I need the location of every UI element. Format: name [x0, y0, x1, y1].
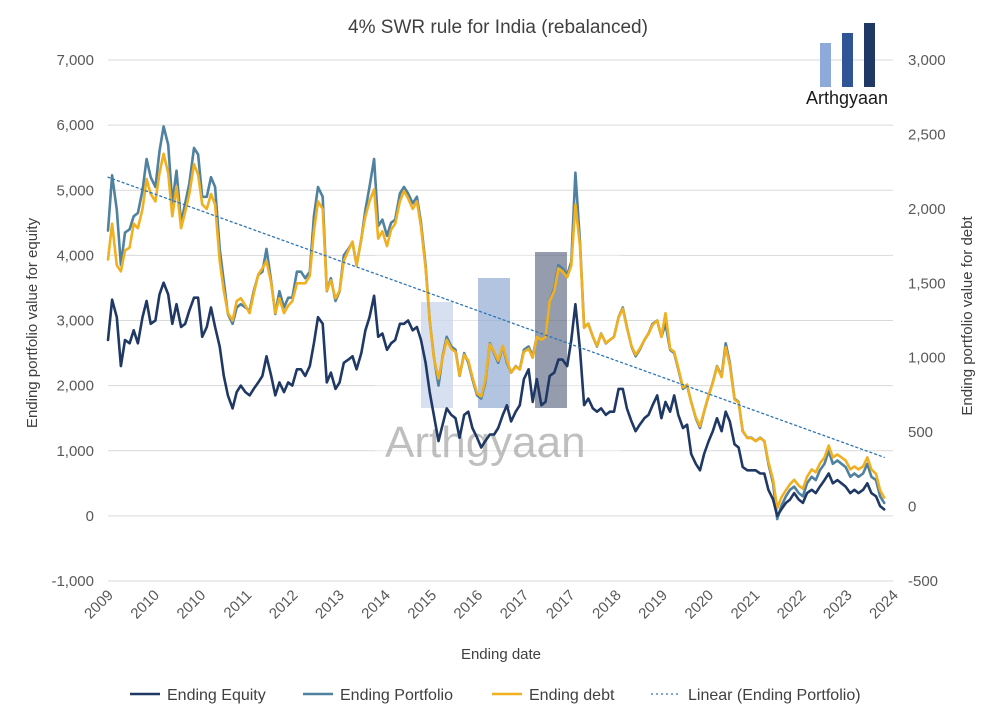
series-line-linear-ending-portfolio [107, 176, 885, 458]
chart-title: 4% SWR rule for India (rebalanced) [348, 17, 648, 38]
logo-bar-2 [842, 33, 853, 87]
logo-bar-1 [820, 43, 831, 87]
legend-label: Ending Portfolio [340, 687, 453, 704]
right-tick-label: 500 [908, 424, 933, 441]
right-tick-label: -500 [908, 573, 938, 590]
watermark-bar-3 [535, 252, 567, 408]
right-tick-label: 2,000 [908, 201, 946, 218]
logo-bar-3 [864, 23, 875, 87]
logo-text: Arthgyaan [806, 88, 888, 108]
right-tick-label: 1,000 [908, 350, 946, 367]
series-layer [106, 125, 886, 521]
left-tick-label: 1,000 [56, 443, 94, 460]
gridlines [108, 59, 893, 582]
watermark-bar-1 [421, 302, 453, 408]
left-tick-label: 7,000 [56, 52, 94, 69]
legend-label: Linear (Ending Portfolio) [688, 687, 861, 704]
right-tick-label: 3,000 [908, 52, 946, 69]
left-tick-label: 5,000 [56, 182, 94, 199]
series-line-ending-debt [106, 152, 886, 510]
left-tick-label: 0 [86, 508, 94, 525]
left-tick-label: 4,000 [56, 247, 94, 264]
left-axis-title: Ending portfolio value for equity [24, 217, 41, 428]
right-axis-ticks: -500 0 500 1,000 1,500 2,000 2,500 3,000 [908, 52, 946, 590]
x-axis-title: Ending date [461, 646, 541, 663]
left-tick-label: 2,000 [56, 378, 94, 395]
right-tick-label: 1,500 [908, 275, 946, 292]
legend: Ending Equity Ending Portfolio Ending debt… [130, 687, 861, 704]
left-tick-label: 3,000 [56, 313, 94, 330]
legend-label: Ending debt [529, 687, 615, 704]
right-tick-label: 0 [908, 499, 916, 516]
logo: Arthgyaan [806, 23, 888, 108]
left-tick-label: 6,000 [56, 117, 94, 134]
left-axis-ticks: -1,000 0 1,000 2,000 3,000 4,000 5,000 6,000 7,0… [51, 52, 94, 590]
legend-label: Ending Equity [167, 687, 266, 704]
right-axis-title: Ending portfolio value for debt [959, 216, 976, 416]
left-tick-label: -1,000 [51, 573, 94, 590]
right-tick-label: 2,500 [908, 126, 946, 143]
series-line-ending-equity [106, 281, 886, 518]
